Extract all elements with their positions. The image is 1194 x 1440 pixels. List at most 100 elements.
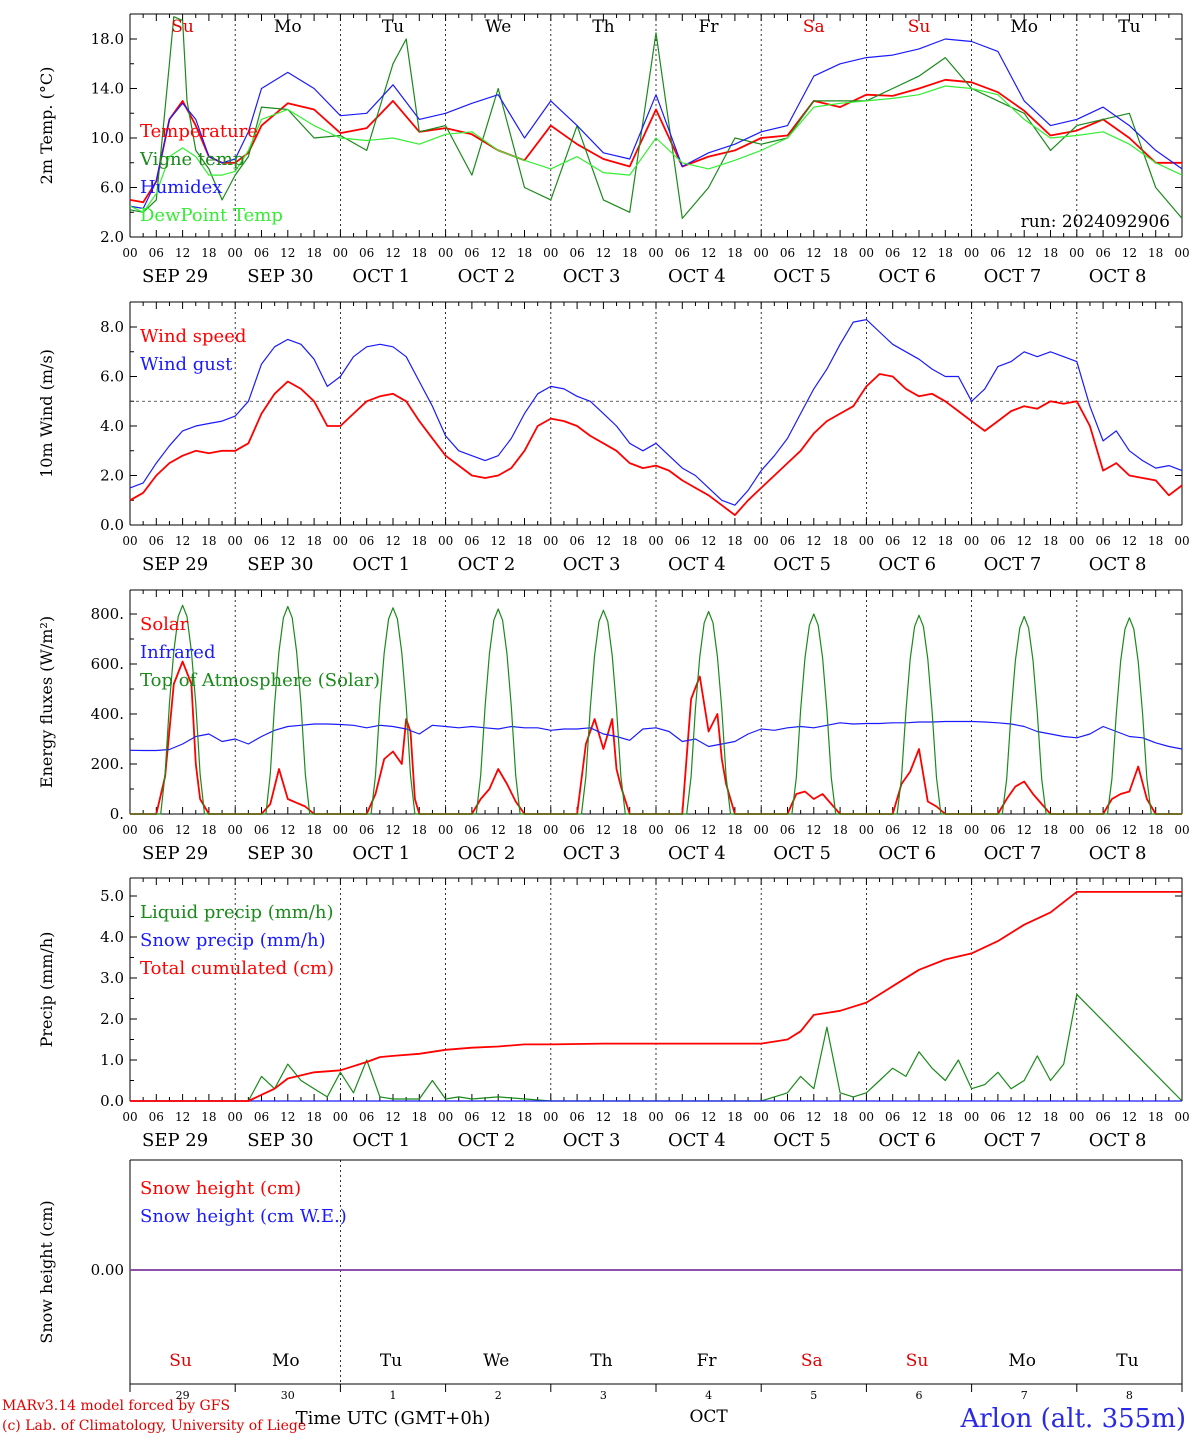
temp-weekday-label: We [485, 17, 511, 37]
temp-date-label: OCT 7 [984, 266, 1042, 287]
energy-date-label: OCT 2 [458, 843, 516, 864]
temp-hour-label: 12 [911, 246, 926, 260]
snow-weekday-label: Fr [697, 1351, 718, 1371]
energy-legend-entry: Solar [140, 614, 189, 635]
temp-hour-label: 12 [1017, 246, 1032, 260]
wind-hour-label: 00 [438, 534, 453, 548]
temp-hour-label: 06 [464, 246, 479, 260]
wind-date-label: SEP 30 [247, 554, 313, 575]
temp-weekday-label: Tu [1118, 17, 1140, 37]
precip-date-label: OCT 7 [984, 1130, 1042, 1151]
temp-hour-label: 12 [491, 246, 506, 260]
precip-hour-label: 12 [806, 1110, 821, 1124]
energy-legend-entry: Top of Atmosphere (Solar) [140, 670, 380, 691]
wind-hour-label: 06 [254, 534, 269, 548]
snow-day-number: 1 [390, 1389, 397, 1402]
energy-legend-entry: Infrared [140, 642, 215, 663]
precip-hour-label: 06 [675, 1110, 690, 1124]
energy-hour-label: 12 [911, 823, 926, 837]
energy-hour-label: 06 [569, 823, 584, 837]
wind-hour-label: 12 [385, 534, 400, 548]
temp-legend-entry: Humidex [140, 177, 222, 198]
energy-series-line [130, 604, 1182, 815]
temp-series-line [129, 85, 1183, 213]
temp-hour-label: 18 [622, 246, 637, 260]
precip-legend-entry: Snow precip (mm/h) [140, 930, 326, 951]
temp-hour-label: 00 [964, 246, 979, 260]
temp-hour-label: 00 [438, 246, 453, 260]
snow-ytick-label: 0.00 [91, 1261, 124, 1279]
temp-date-label: OCT 6 [878, 266, 936, 287]
energy-hour-label: 06 [675, 823, 690, 837]
temp-hour-label: 00 [859, 246, 874, 260]
wind-hour-label: 18 [832, 534, 847, 548]
energy-hour-label: 18 [622, 823, 637, 837]
wind-date-label: OCT 1 [352, 554, 410, 575]
wind-hour-label: 12 [280, 534, 295, 548]
wind-ytick-label: 0.0 [100, 516, 124, 534]
energy-hour-label: 12 [806, 823, 821, 837]
temp-date-label: OCT 4 [668, 266, 726, 287]
precip-date-label: OCT 5 [773, 1130, 831, 1151]
precip-legend-entry: Liquid precip (mm/h) [140, 902, 334, 923]
temp-series-line [129, 16, 1183, 219]
wind-hour-label: 12 [701, 534, 716, 548]
energy-date-label: OCT 4 [668, 843, 726, 864]
temp-hour-label: 00 [1069, 246, 1084, 260]
wind-date-label: OCT 2 [458, 554, 516, 575]
temp-date-label: SEP 29 [142, 266, 208, 287]
temp-date-label: OCT 1 [352, 266, 410, 287]
temp-hour-label: 18 [306, 246, 321, 260]
wind-hour-label: 18 [517, 534, 532, 548]
temp-hour-label: 18 [1043, 246, 1058, 260]
energy-hour-label: 18 [1043, 823, 1058, 837]
energy-hour-label: 12 [596, 823, 611, 837]
temp-hour-label: 00 [122, 246, 137, 260]
snow-day-number: 2 [495, 1389, 502, 1402]
wind-hour-label: 12 [175, 534, 190, 548]
energy-hour-label: 00 [333, 823, 348, 837]
wind-hour-label: 18 [622, 534, 637, 548]
wind-hour-label: 12 [1017, 534, 1032, 548]
precip-hour-label: 00 [1069, 1110, 1084, 1124]
energy-hour-label: 00 [1174, 823, 1189, 837]
precip-hour-label: 06 [464, 1110, 479, 1124]
wind-hour-label: 00 [122, 534, 137, 548]
temp-date-label: OCT 3 [563, 266, 621, 287]
temp-run-annotation: run: 2024092906 [1021, 212, 1170, 232]
energy-hour-label: 00 [122, 823, 137, 837]
snow-day-number: 7 [1021, 1389, 1028, 1402]
precip-hour-label: 18 [306, 1110, 321, 1124]
energy-hour-label: 00 [543, 823, 558, 837]
wind-hour-label: 18 [938, 534, 953, 548]
snow-weekday-label: Su [906, 1351, 929, 1371]
wind-hour-label: 12 [596, 534, 611, 548]
temp-hour-label: 12 [806, 246, 821, 260]
temp-hour-label: 06 [359, 246, 374, 260]
energy-ytick-label: 200. [91, 755, 124, 773]
precip-hour-label: 00 [543, 1110, 558, 1124]
precip-ytick-label: 1.0 [100, 1051, 124, 1069]
temp-weekday-label: Tu [382, 17, 404, 37]
precip-date-label: OCT 6 [878, 1130, 936, 1151]
temp-date-label: SEP 30 [247, 266, 313, 287]
wind-hour-label: 06 [990, 534, 1005, 548]
temp-hour-label: 18 [517, 246, 532, 260]
wind-date-label: SEP 29 [142, 554, 208, 575]
temp-hour-label: 06 [780, 246, 795, 260]
precip-hour-label: 06 [990, 1110, 1005, 1124]
energy-hour-label: 06 [464, 823, 479, 837]
xaxis-title: Time UTC (GMT+0h) [296, 1408, 491, 1429]
temp-ytick-label: 14.0 [91, 80, 124, 98]
snow-day-number: 6 [916, 1389, 923, 1402]
wind-ytick-label: 8.0 [100, 318, 124, 336]
precip-date-label: OCT 2 [458, 1130, 516, 1151]
month-label: OCT [689, 1407, 728, 1427]
energy-date-label: OCT 8 [1089, 843, 1147, 864]
energy-hour-label: 06 [359, 823, 374, 837]
wind-hour-label: 18 [1043, 534, 1058, 548]
precip-ytick-label: 0.0 [100, 1092, 124, 1110]
temp-hour-label: 06 [885, 246, 900, 260]
precip-hour-label: 00 [228, 1110, 243, 1124]
snow-ylabel: Snow height (cm) [37, 1200, 56, 1343]
